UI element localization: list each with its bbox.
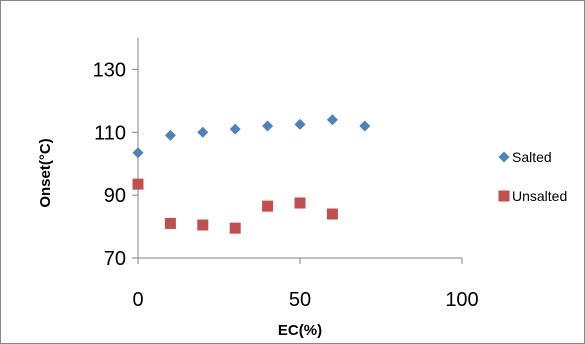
salted-point xyxy=(132,147,144,159)
salted-point xyxy=(326,114,338,126)
salted-point xyxy=(359,120,371,132)
x-tick-label: 50 xyxy=(289,289,311,311)
legend-marker-salted xyxy=(498,151,510,163)
unsalted-point xyxy=(229,222,241,234)
salted-point xyxy=(164,129,176,141)
unsalted-point xyxy=(294,197,306,209)
x-tick-label: 100 xyxy=(445,289,478,311)
legend-marker-unsalted xyxy=(498,190,510,202)
x-axis-title: EC(%) xyxy=(278,322,322,339)
salted-point xyxy=(197,126,209,138)
salted-point xyxy=(262,120,274,132)
salted-point xyxy=(229,123,241,135)
unsalted-point xyxy=(326,208,338,220)
y-tick-label: 130 xyxy=(93,59,126,81)
y-tick-label: 90 xyxy=(104,185,126,207)
salted-point xyxy=(294,118,306,130)
legend-label-salted: Salted xyxy=(512,149,552,165)
data-marks xyxy=(132,114,371,234)
legend: Salted Unsalted xyxy=(498,149,567,204)
unsalted-point xyxy=(262,200,274,212)
unsalted-point xyxy=(132,178,144,190)
y-axis-title: Onset(°C) xyxy=(37,138,54,207)
axes: 70 90 110 130 0 50 100 xyxy=(93,38,479,311)
unsalted-point xyxy=(164,217,176,229)
y-tick-label: 110 xyxy=(94,122,126,144)
y-tick-label: 70 xyxy=(104,248,126,270)
unsalted-point xyxy=(197,219,209,231)
x-tick-label: 0 xyxy=(132,289,143,311)
legend-label-unsalted: Unsalted xyxy=(512,188,567,204)
